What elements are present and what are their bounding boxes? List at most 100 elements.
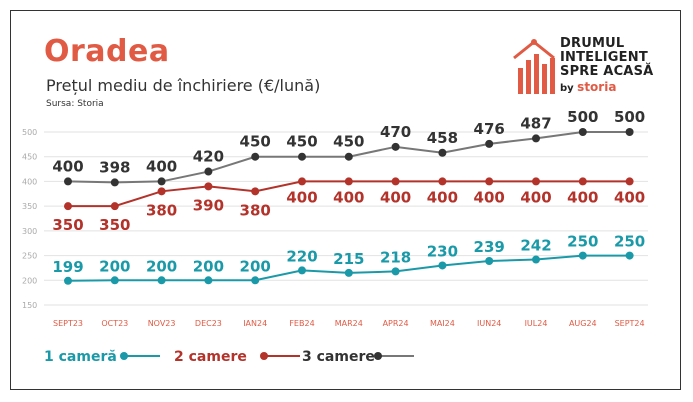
x-tick-label: NOV23 [148, 319, 176, 328]
data-point [438, 177, 447, 186]
y-tick-label: 250 [22, 252, 37, 261]
y-tick-label: 400 [22, 177, 37, 186]
data-point [251, 276, 260, 285]
data-point [578, 177, 587, 186]
x-tick-label: IUL24 [525, 319, 548, 328]
data-label: 200 [99, 257, 130, 275]
data-label: 487 [520, 114, 551, 132]
data-point [344, 177, 353, 186]
data-label: 220 [286, 247, 317, 265]
brand-by-word: by [560, 83, 574, 94]
data-point [485, 139, 494, 148]
data-label: 450 [286, 133, 317, 151]
data-label: 250 [567, 233, 598, 251]
data-label: 400 [567, 188, 598, 206]
data-label: 200 [240, 257, 271, 275]
data-label: 218 [380, 248, 411, 266]
brand-name: storia [577, 80, 617, 94]
data-label: 230 [427, 242, 458, 260]
data-label: 400 [52, 157, 83, 175]
x-tick-label: APR24 [383, 319, 409, 328]
legend-swatch-marker [120, 352, 128, 360]
y-tick-label: 350 [22, 202, 37, 211]
data-point [344, 268, 353, 277]
data-point [298, 177, 306, 186]
data-point [110, 178, 119, 187]
data-point [157, 276, 166, 285]
data-point [625, 251, 634, 260]
data-label: 470 [380, 123, 411, 141]
x-tick-label: DEC23 [195, 319, 222, 328]
data-label: 458 [427, 129, 458, 147]
data-label: 200 [193, 257, 224, 275]
data-point [391, 142, 400, 151]
y-tick-label: 450 [22, 153, 37, 162]
legend-label: 2 camere [174, 349, 247, 365]
data-point [204, 276, 213, 285]
data-label: 390 [193, 196, 224, 214]
legend-label: 1 cameră [44, 349, 117, 365]
y-tick-label: 500 [22, 128, 37, 137]
data-point [578, 128, 587, 136]
brand-line-1: DRUMUL [560, 36, 625, 51]
data-point [344, 152, 353, 161]
legend-swatch-marker [374, 352, 382, 360]
data-label: 380 [146, 201, 177, 219]
data-point [578, 251, 587, 260]
data-point [391, 177, 400, 186]
y-tick-label: 300 [22, 227, 37, 236]
source-note: Sursa: Storia [46, 99, 104, 109]
data-point [64, 177, 72, 186]
data-label: 199 [52, 258, 83, 276]
data-point [157, 177, 166, 186]
legend-label: 3 camere [302, 349, 375, 365]
data-point [251, 187, 260, 196]
data-point [391, 267, 400, 276]
data-point [204, 167, 213, 176]
y-tick-label: 200 [22, 276, 37, 285]
data-point [532, 134, 540, 143]
data-point [625, 177, 634, 186]
data-label: 350 [52, 216, 83, 234]
data-point [157, 187, 166, 196]
data-label: 400 [146, 157, 177, 175]
data-point [64, 202, 72, 211]
data-point [204, 182, 213, 191]
page-title: Oradea [44, 34, 170, 69]
data-point [625, 128, 634, 136]
data-label: 450 [333, 133, 364, 151]
brand-line-2: INTELIGENT [560, 50, 648, 65]
brand-line-3: SPRE ACASĂ [560, 64, 654, 79]
x-tick-label: IAN24 [243, 319, 267, 328]
data-label: 400 [520, 188, 551, 206]
data-point [532, 177, 540, 186]
data-label: 500 [614, 108, 645, 126]
chart-frame [10, 10, 681, 390]
data-label: 380 [240, 201, 271, 219]
x-tick-label: IUN24 [477, 319, 501, 328]
data-label: 398 [99, 158, 130, 176]
data-point [438, 148, 447, 157]
data-point [298, 152, 306, 161]
data-point [110, 202, 119, 211]
data-label: 420 [193, 148, 224, 166]
data-point [251, 152, 260, 161]
data-label: 215 [333, 250, 364, 268]
brand-by: by storia [560, 80, 616, 94]
data-point [298, 266, 306, 275]
data-label: 400 [380, 188, 411, 206]
data-label: 400 [333, 188, 364, 206]
data-point [64, 276, 72, 285]
x-tick-label: SEPT23 [53, 319, 83, 328]
data-label: 500 [567, 108, 598, 126]
data-label: 476 [474, 120, 505, 138]
data-label: 200 [146, 257, 177, 275]
y-tick-label: 150 [22, 301, 37, 310]
brand-wordmark: DRUMUL INTELIGENT SPRE ACASĂ [560, 37, 653, 79]
data-label: 242 [520, 237, 551, 255]
x-tick-label: OCT23 [101, 319, 128, 328]
x-tick-label: SEPT24 [615, 319, 645, 328]
data-label: 250 [614, 233, 645, 251]
data-label: 400 [614, 188, 645, 206]
